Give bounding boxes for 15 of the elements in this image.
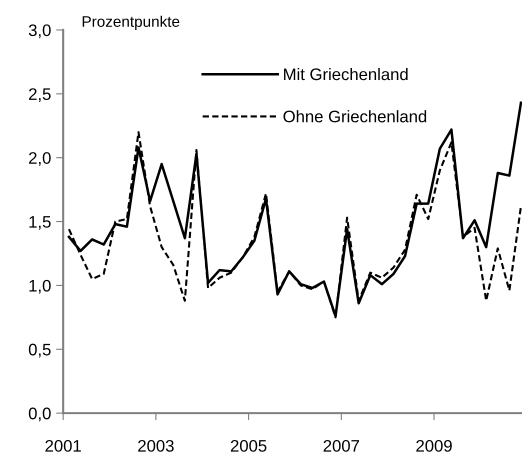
- x-tick-label: 2001: [45, 440, 81, 452]
- y-tick-label: 0,0: [28, 408, 51, 422]
- y-tick-label: 2,5: [29, 88, 51, 102]
- y-tick-label: 2,0: [29, 152, 51, 166]
- x-tick-label: 2007: [324, 440, 360, 452]
- y-tick-label: 1,0: [29, 280, 51, 294]
- x-tick-label: 2009: [416, 440, 452, 452]
- y-tick-label: 0,5: [28, 344, 51, 358]
- y-axis-title: Prozentpunkte: [82, 16, 180, 30]
- legend-label: Mit Griechenland: [284, 68, 408, 80]
- y-tick-label: 3,0: [28, 24, 51, 38]
- legend-label: Ohne Griechenland: [283, 110, 426, 122]
- x-tick-label: 2003: [138, 440, 174, 452]
- y-tick-label: 1,5: [29, 216, 51, 230]
- x-tick-label: 2005: [230, 440, 266, 452]
